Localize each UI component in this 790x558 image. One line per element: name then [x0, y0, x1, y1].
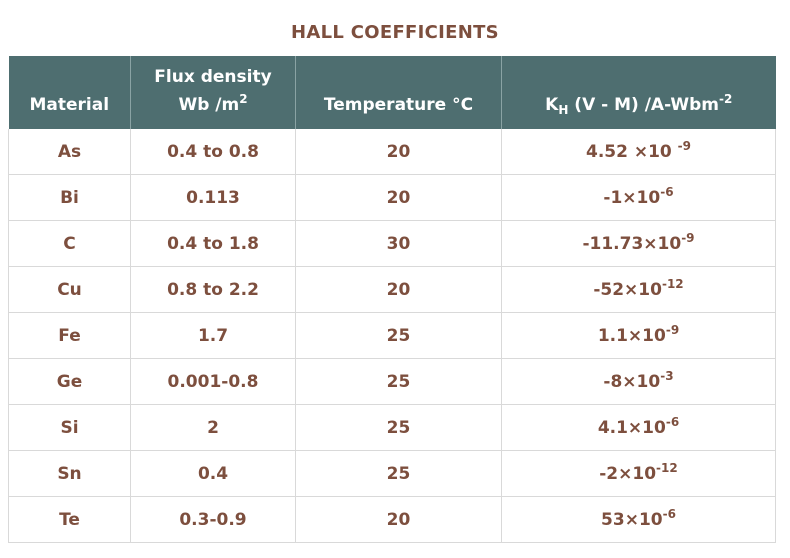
header-hall-coefficient: KH (V - M) /A-Wbm-2	[501, 56, 776, 129]
cell-flux-density: 0.4	[130, 450, 296, 497]
table-row: Sn 0.4 25 -2×10-12	[8, 450, 776, 497]
cell-temperature: 30	[295, 220, 502, 267]
cell-material: Si	[8, 404, 131, 451]
cell-material: C	[8, 220, 131, 267]
cell-kh-base: -52×10	[593, 279, 662, 300]
cell-temperature: 20	[295, 496, 502, 543]
cell-kh-base: -8×10	[603, 371, 661, 392]
cell-material: Fe	[8, 312, 131, 359]
table-body: As 0.4 to 0.8 20 4.52 ×10 -9 Bi 0.113 20 -1×10-…	[8, 129, 776, 543]
table-row: As 0.4 to 0.8 20 4.52 ×10 -9	[8, 129, 776, 175]
cell-material: As	[8, 129, 131, 175]
cell-kh-base: -1×10	[603, 187, 661, 208]
header-row: Material Flux density Wb /m2 Temperature…	[8, 56, 776, 129]
table-row: Bi 0.113 20 -1×10-6	[8, 174, 776, 221]
cell-kh-base: -11.73×10	[582, 233, 682, 254]
cell-hall-coefficient: -11.73×10-9	[501, 220, 776, 267]
cell-flux-density: 0.113	[130, 174, 296, 221]
table-row: Si 2 25 4.1×10-6	[8, 404, 776, 451]
header-flux-sup: 2	[239, 92, 248, 106]
cell-temperature: 25	[295, 404, 502, 451]
cell-temperature: 20	[295, 266, 502, 313]
header-kh-rest: (V - M) /A-Wbm	[568, 95, 720, 115]
header-temperature-label: Temperature °C	[323, 95, 474, 115]
cell-kh-base: 1.1×10	[597, 325, 666, 346]
hall-coefficients-table: Material Flux density Wb /m2 Temperature…	[8, 56, 776, 543]
cell-kh-exponent: -3	[660, 368, 674, 383]
cell-kh-exponent: -6	[662, 506, 676, 521]
cell-kh-base: -2×10	[599, 463, 657, 484]
cell-material: Ge	[8, 358, 131, 405]
cell-temperature: 20	[295, 129, 502, 175]
cell-kh-base: 4.1×10	[597, 417, 666, 438]
cell-flux-density: 0.3-0.9	[130, 496, 296, 543]
cell-flux-density: 1.7	[130, 312, 296, 359]
header-kh-sub: H	[558, 103, 569, 117]
header-kh-sup: -2	[719, 92, 733, 106]
header-temperature: Temperature °C	[295, 56, 502, 129]
cell-material: Sn	[8, 450, 131, 497]
cell-kh-base: 53×10	[601, 509, 663, 530]
cell-kh-exponent: -9	[677, 138, 692, 153]
cell-kh-exponent: -9	[665, 322, 680, 337]
cell-temperature: 25	[295, 358, 502, 405]
cell-flux-density: 0.001-0.8	[130, 358, 296, 405]
header-material: Material	[8, 56, 131, 129]
header-flux-line1: Flux density	[154, 67, 272, 87]
cell-hall-coefficient: 1.1×10-9	[501, 312, 776, 359]
cell-material: Cu	[8, 266, 131, 313]
cell-hall-coefficient: -52×10-12	[501, 266, 776, 313]
cell-kh-base: 4.52 ×10	[585, 141, 678, 162]
cell-hall-coefficient: 4.1×10-6	[501, 404, 776, 451]
table-title: HALL COEFFICIENTS	[291, 22, 499, 43]
cell-temperature: 25	[295, 450, 502, 497]
cell-flux-density: 2	[130, 404, 296, 451]
cell-flux-density: 0.8 to 2.2	[130, 266, 296, 313]
table-row: C 0.4 to 1.8 30 -11.73×10-9	[8, 220, 776, 267]
cell-flux-density: 0.4 to 0.8	[130, 129, 296, 175]
cell-hall-coefficient: 53×10-6	[501, 496, 776, 543]
table-row: Ge 0.001-0.8 25 -8×10-3	[8, 358, 776, 405]
cell-temperature: 25	[295, 312, 502, 359]
table-row: Fe 1.7 25 1.1×10-9	[8, 312, 776, 359]
cell-kh-exponent: -12	[656, 460, 678, 475]
header-flux-density: Flux density Wb /m2	[130, 56, 296, 129]
cell-hall-coefficient: -2×10-12	[501, 450, 776, 497]
cell-kh-exponent: -6	[665, 414, 680, 429]
cell-hall-coefficient: -8×10-3	[501, 358, 776, 405]
table-row: Cu 0.8 to 2.2 20 -52×10-12	[8, 266, 776, 313]
header-flux-line2: Wb /m	[178, 95, 240, 115]
cell-temperature: 20	[295, 174, 502, 221]
cell-hall-coefficient: -1×10-6	[501, 174, 776, 221]
cell-kh-exponent: -12	[661, 276, 684, 291]
cell-flux-density: 0.4 to 1.8	[130, 220, 296, 267]
table-row: Te 0.3-0.9 20 53×10-6	[8, 496, 776, 543]
cell-material: Te	[8, 496, 131, 543]
cell-kh-exponent: -9	[681, 230, 695, 245]
cell-kh-exponent: -6	[660, 184, 674, 199]
header-kh-main: K	[545, 95, 559, 115]
header-material-label: Material	[29, 95, 110, 115]
cell-material: Bi	[8, 174, 131, 221]
cell-hall-coefficient: 4.52 ×10 -9	[501, 129, 776, 175]
